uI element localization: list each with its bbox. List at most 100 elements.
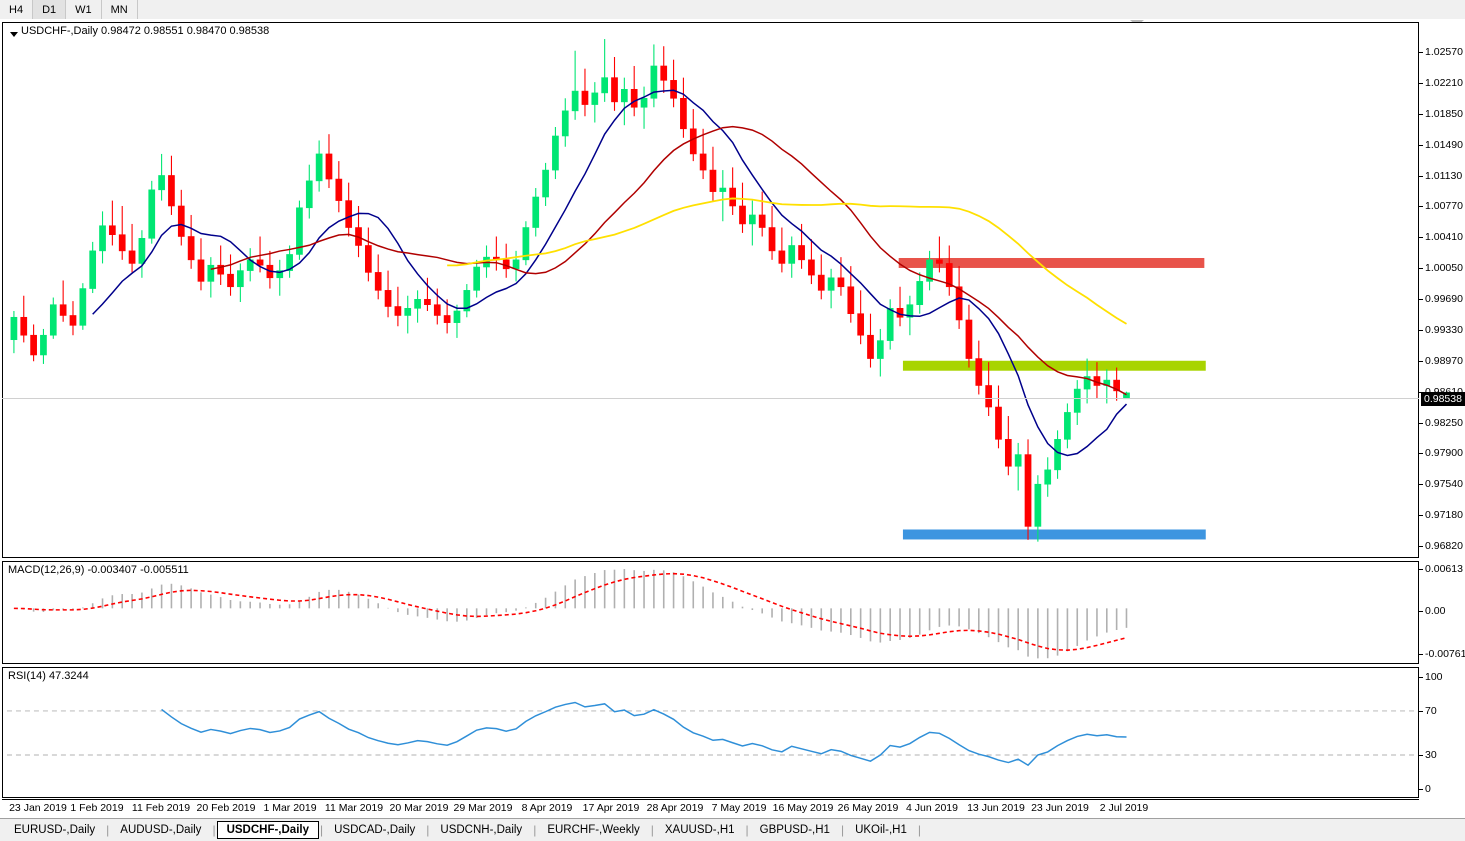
- price-axis-tickmark: [1419, 329, 1423, 331]
- symbol-tab-bar: EURUSD-,Daily | AUDUSD-,Daily | USDCHF-,Dail…: [0, 818, 1465, 841]
- macd-axis-tickmark: [1419, 654, 1423, 655]
- symbol-tab-usdcad-daily[interactable]: USDCAD-,Daily: [334, 824, 416, 836]
- rsi-axis-tickmark: [1419, 710, 1423, 712]
- price-axis-label: 1.01130: [1425, 169, 1463, 182]
- price-axis-label: 1.02570: [1425, 46, 1463, 58]
- price-axis-label: 1.00770: [1425, 200, 1463, 213]
- rsi-axis-label: 0: [1425, 783, 1431, 795]
- date-axis-label: 7 May 2019: [711, 802, 767, 814]
- price-axis-label: 0.99690: [1425, 293, 1463, 305]
- price-axis-label: 0.98970: [1425, 354, 1463, 367]
- price-axis-tickmark: [1419, 268, 1423, 270]
- macd-axis-label: 0.00: [1425, 605, 1446, 617]
- date-axis-label: 11 Mar 2019: [324, 802, 384, 814]
- price-axis-tickmark: [1419, 82, 1423, 84]
- price-chart-pane[interactable]: USDCHF-,Daily 0.98472 0.98551 0.98470 0.…: [2, 22, 1419, 558]
- rsi-axis-tickmark: [1419, 677, 1423, 678]
- price-axis-tickmark: [1419, 175, 1423, 177]
- rsi-pane[interactable]: RSI(14) 47.3244: [2, 667, 1419, 798]
- symbol-tab-ukoil-h1[interactable]: UKOil-,H1: [855, 824, 907, 836]
- date-axis-label: 26 May 2019: [837, 802, 899, 814]
- symbol-tab-xauusd-h1[interactable]: XAUUSD-,H1: [664, 824, 735, 836]
- price-axis-label: 0.97900: [1425, 447, 1463, 460]
- price-axis-label: 0.96820: [1425, 540, 1463, 552]
- rsi-line: [161, 701, 1127, 767]
- price-axis-tickmark: [1419, 515, 1423, 517]
- date-axis-label: 1 Feb 2019: [70, 802, 124, 814]
- rsi-axis-label: 30: [1425, 749, 1437, 762]
- rsi-axis-tickmark: [1419, 755, 1423, 757]
- price-axis-label: 0.98250: [1425, 416, 1463, 429]
- price-axis-tickmark: [1419, 360, 1423, 362]
- timeframe-d1[interactable]: D1: [33, 0, 67, 19]
- timeframe-mn[interactable]: MN: [102, 0, 138, 19]
- price-axis-label: 1.01490: [1425, 138, 1463, 151]
- date-axis-label: 2 Jul 2019: [1099, 802, 1149, 814]
- date-axis[interactable]: 23 Jan 2019 1 Feb 2019 11 Feb 2019 20 Feb 2…: [2, 799, 1419, 817]
- price-axis-label: 0.97540: [1425, 478, 1463, 491]
- price-axis-label: 1.02210: [1425, 76, 1463, 89]
- rsi-pane-title: RSI(14) 47.3244: [8, 670, 89, 682]
- symbol-tab-eurusd-daily[interactable]: EURUSD-,Daily: [14, 824, 96, 836]
- date-axis-label: 28 Apr 2019: [646, 802, 704, 814]
- tab-separator: |: [533, 823, 537, 837]
- symbol-tab-usdchf-daily[interactable]: USDCHF-,Daily: [216, 821, 319, 839]
- symbol-tab-audusd-daily[interactable]: AUDUSD-,Daily: [120, 824, 202, 836]
- price-axis-tickmark: [1419, 546, 1423, 547]
- price-axis-tickmark: [1419, 453, 1423, 455]
- price-axis-tickmark: [1419, 113, 1423, 115]
- symbol-tab-usdcnh-daily[interactable]: USDCNH-,Daily: [440, 824, 523, 836]
- price-axis-tickmark: [1419, 422, 1423, 424]
- timeframe-bar: H4 D1 W1 MN: [0, 0, 1465, 20]
- timeframe-h4[interactable]: H4: [0, 0, 34, 19]
- price-axis-tickmark: [1419, 484, 1423, 486]
- macd-histogram: [22, 569, 1128, 659]
- macd-pane-title: MACD(12,26,9) -0.003407 -0.005511: [8, 564, 189, 576]
- ma-slow-line: [447, 197, 1127, 325]
- date-axis-label: 16 May 2019: [772, 802, 834, 814]
- price-axis[interactable]: 1.02570 1.02210 1.01850 1.01490 1.01130 1.007…: [1419, 22, 1465, 558]
- date-axis-label: 20 Feb 2019: [196, 802, 256, 814]
- date-axis-label: 13 Jun 2019: [967, 802, 1025, 814]
- macd-axis-tickmark: [1419, 569, 1423, 570]
- ma-fast-line: [92, 89, 1128, 457]
- symbol-tab-eurchf-weekly[interactable]: EURCHF-,Weekly: [547, 824, 640, 836]
- macd-pane[interactable]: MACD(12,26,9) -0.003407 -0.005511: [2, 561, 1419, 664]
- date-axis-label: 23 Jun 2019: [1031, 802, 1089, 814]
- timeframe-bar-filler: [138, 0, 1465, 19]
- tab-separator: |: [745, 823, 749, 837]
- resistance-zone[interactable]: [898, 257, 1205, 268]
- date-axis-label: 29 Mar 2019: [453, 802, 513, 814]
- current-price-line: [2, 398, 1419, 399]
- candle-series: [10, 39, 1130, 542]
- macd-axis-label: -0.007612: [1425, 648, 1465, 660]
- price-axis-tickmark: [1419, 52, 1423, 53]
- symbol-collapse-caret-icon[interactable]: [10, 32, 18, 37]
- tab-separator: |: [917, 823, 921, 837]
- macd-axis: 0.00613 0.00 -0.007612: [1419, 561, 1465, 664]
- price-axis-tickmark: [1419, 237, 1423, 239]
- tab-separator: |: [840, 823, 845, 837]
- rsi-axis-label: 100: [1425, 671, 1443, 683]
- date-axis-label: 17 Apr 2019: [582, 802, 640, 814]
- support-zone[interactable]: [902, 529, 1206, 540]
- price-chart-canvas: [10, 39, 1206, 542]
- midline-zone[interactable]: [902, 360, 1206, 371]
- macd-canvas: [13, 569, 1128, 659]
- rsi-axis-tickmark: [1419, 789, 1423, 790]
- tab-separator: |: [212, 823, 216, 837]
- date-axis-label: 8 Apr 2019: [521, 802, 573, 814]
- price-axis-tickmark: [1419, 144, 1423, 146]
- date-axis-label: 20 Mar 2019: [389, 802, 449, 814]
- price-axis-label: 1.00050: [1425, 262, 1463, 275]
- timeframe-w1[interactable]: W1: [66, 0, 102, 19]
- date-axis-label: 1 Mar 2019: [263, 802, 317, 814]
- price-axis-tickmark: [1419, 299, 1423, 300]
- symbol-tab-gbpusd-h1[interactable]: GBPUSD-,H1: [759, 824, 830, 836]
- price-pane-title: USDCHF-,Daily 0.98472 0.98551 0.98470 0.…: [21, 25, 270, 37]
- rsi-axis-label: 70: [1425, 704, 1437, 717]
- rsi-canvas: [6, 701, 1415, 767]
- tab-separator: |: [650, 823, 654, 837]
- rsi-axis: 100 70 30 0: [1419, 667, 1465, 798]
- price-axis-label: 0.97180: [1425, 509, 1463, 522]
